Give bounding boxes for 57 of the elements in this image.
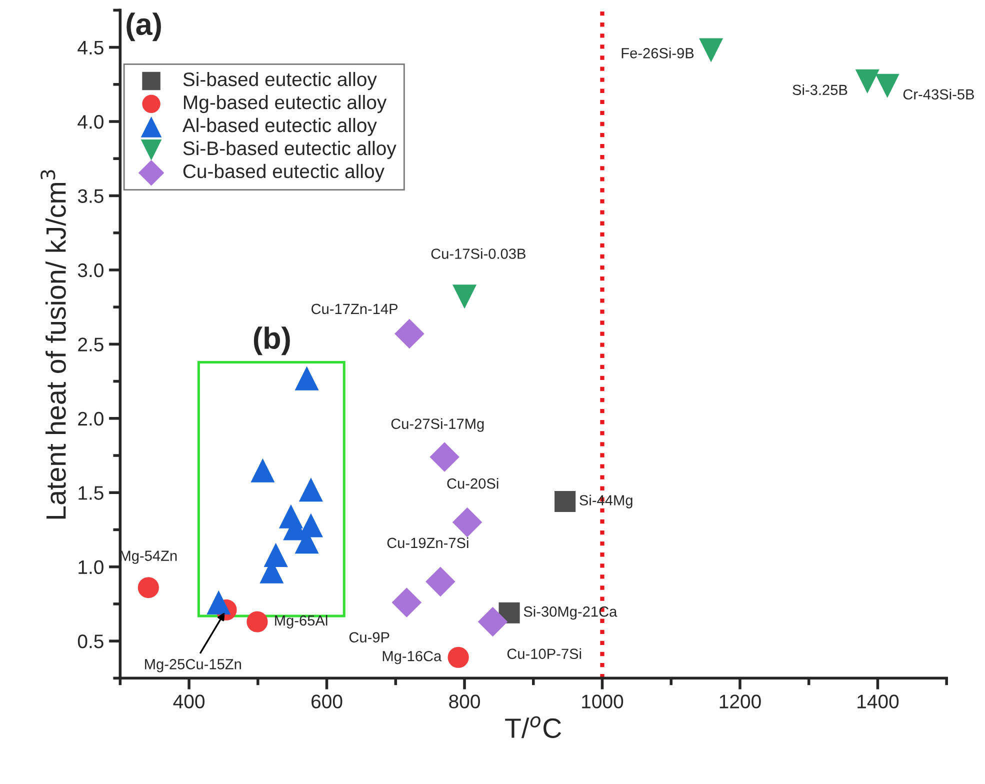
annotation: Cu-17Si-0.03B xyxy=(431,248,526,259)
x-tick-label: 1400 xyxy=(858,694,899,708)
x-axis-title: T/$^{o}$C xyxy=(505,716,562,738)
y-tick-label: 2.0 xyxy=(78,412,104,426)
y-tick-label: 4.0 xyxy=(78,114,104,129)
legend-label: Cu-based eutectic alloy xyxy=(183,164,384,182)
point xyxy=(394,318,424,349)
annotation: Cu-17Zn-14P xyxy=(312,304,398,314)
annotation: (a) xyxy=(126,12,161,42)
point xyxy=(246,611,268,632)
annotation: Cr-43Si-5B xyxy=(903,88,974,100)
point xyxy=(855,69,880,94)
y-tick-label: 0.5 xyxy=(78,634,104,648)
y-tick-label: 2.5 xyxy=(78,338,104,352)
point xyxy=(448,646,469,668)
annotation: Cu-9P xyxy=(349,632,390,642)
point xyxy=(138,577,159,598)
annotation: Si-30Mg-21Ca xyxy=(524,606,618,620)
point xyxy=(554,490,576,512)
legend-label: Si-B-based eutectic alloy xyxy=(183,140,396,160)
annotation: (b) xyxy=(254,326,290,356)
annotation: Mg-25Cu-15Zn xyxy=(145,659,241,672)
y-tick-label: 3.0 xyxy=(78,263,104,278)
x-tick-label: 800 xyxy=(449,694,480,708)
point xyxy=(478,606,508,637)
annotation: Mg-65Al xyxy=(275,614,328,629)
point xyxy=(426,566,456,597)
point xyxy=(430,442,460,472)
point xyxy=(294,366,319,390)
x-tick-label: 1000 xyxy=(582,694,624,708)
annotation: Fe-26Si-9B xyxy=(622,48,694,58)
y-axis-title: Latent heat of fusion/ kJ/cm$^{3}$ xyxy=(40,170,66,519)
point xyxy=(298,478,323,502)
point xyxy=(452,284,477,309)
point xyxy=(452,507,482,538)
annotation: Si-44Mg xyxy=(580,494,632,508)
y-tick-label: 1.0 xyxy=(78,560,104,574)
y-tick-label: 1.5 xyxy=(78,486,104,500)
y-tick-label: 4.5 xyxy=(78,40,104,55)
x-tick-label: 400 xyxy=(173,694,204,708)
legend-label: Mg-based eutectic alloy xyxy=(184,94,387,114)
point xyxy=(392,588,422,618)
legend-label: Si-based eutectic alloy xyxy=(183,72,377,90)
point xyxy=(206,590,231,614)
y-tick-label: 3.5 xyxy=(78,189,104,203)
annotation: Cu-19Zn-7Si xyxy=(387,537,468,548)
point xyxy=(875,74,900,98)
x-tick-label: 1200 xyxy=(720,694,761,708)
point xyxy=(699,38,724,62)
annotation: Cu-10P-7Si xyxy=(507,648,582,659)
annotation: Cu-27Si-17Mg xyxy=(391,418,484,432)
legend-label: Al-based eutectic alloy xyxy=(182,118,377,136)
annotation: Cu-20Si xyxy=(447,478,498,489)
x-tick-label: 600 xyxy=(312,694,342,708)
annotation: Mg-16Ca xyxy=(382,650,442,664)
point xyxy=(250,458,275,482)
annotation: Si-3.25B xyxy=(792,84,848,96)
